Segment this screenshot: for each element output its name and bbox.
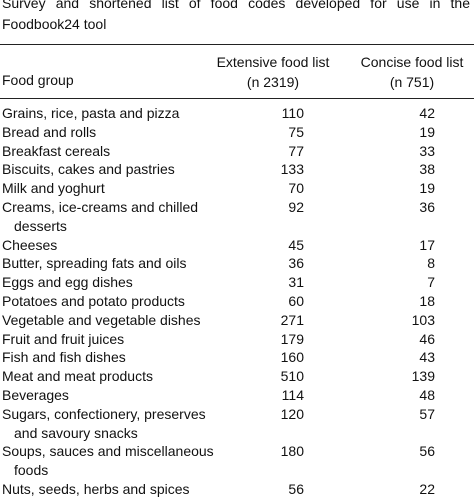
extensive-count: 36: [288, 255, 304, 272]
concise-count: 43: [419, 349, 435, 366]
header-concise: Concise food list (n 751): [354, 52, 470, 92]
table-row: Vegetable and vegetable dishes 271 103: [0, 311, 474, 330]
extensive-count: 45: [288, 236, 304, 253]
concise-count: 139: [411, 368, 435, 385]
concise-count: 18: [419, 292, 435, 309]
food-group: Grains, rice, pasta and pizza: [2, 105, 180, 121]
table-row: Sugars, confectionery, preserves and sav…: [0, 405, 474, 443]
concise-count: 22: [419, 480, 435, 497]
concise-count: 42: [419, 105, 435, 121]
table-row: Eggs and egg dishes 31 7: [0, 273, 474, 292]
extensive-count: 110: [281, 105, 304, 121]
extensive-count: 31: [288, 274, 304, 291]
concise-count: 103: [411, 311, 435, 328]
header-concise-n: (n 751): [389, 74, 435, 90]
extensive-count: 114: [281, 386, 304, 403]
concise-count: 48: [419, 386, 435, 403]
header-food-group: Food group: [2, 72, 74, 88]
extensive-count: 179: [280, 330, 304, 347]
extensive-count: 180: [280, 443, 304, 460]
extensive-count: 160: [280, 349, 304, 366]
extensive-count: 77: [288, 142, 304, 159]
extensive-count: 70: [288, 180, 304, 197]
extensive-count: 133: [280, 161, 304, 178]
header-concise-title: Concise food list: [360, 54, 464, 70]
food-group: Nuts, seeds, herbs and spices: [2, 480, 190, 497]
header-rule: [0, 98, 474, 99]
food-group: Fish and fish dishes: [2, 349, 126, 366]
food-group: Creams, ice-creams and chilled desserts: [2, 198, 199, 234]
concise-count: 46: [419, 330, 435, 347]
food-group: Beverages: [2, 386, 69, 403]
food-group: Milk and yoghurt: [2, 180, 105, 197]
food-group: Soups, sauces and miscellaneous foods: [2, 443, 214, 479]
food-group: Eggs and egg dishes: [2, 274, 133, 291]
food-group: Breakfast cereals: [2, 142, 111, 159]
food-group: Meat and meat products: [2, 368, 153, 385]
concise-count: 8: [427, 255, 435, 272]
table-row: Butter, spreading fats and oils 36 8: [0, 254, 474, 273]
table-body: Grains, rice, pasta and pizza 110 42 Bread …: [0, 104, 474, 499]
table-row: Milk and yoghurt 70 19: [0, 179, 474, 198]
extensive-count: 75: [288, 123, 304, 140]
extensive-count: 92: [288, 198, 304, 215]
extensive-count: 120: [280, 405, 304, 422]
extensive-count: 271: [280, 311, 304, 328]
table-row: Fruit and fruit juices 179 46: [0, 330, 474, 349]
table-row: Grains, rice, pasta and pizza 110 42: [0, 104, 474, 123]
table-row: Biscuits, cakes and pastries 133 38: [0, 160, 474, 179]
food-group: Vegetable and vegetable dishes: [2, 311, 201, 328]
food-group: Bread and rolls: [2, 123, 97, 140]
table-row: Cheeses 45 17: [0, 236, 474, 255]
table-row: Bread and rolls 75 19: [0, 123, 474, 142]
food-group: Butter, spreading fats and oils: [2, 255, 187, 272]
food-group: Biscuits, cakes and pastries: [2, 161, 175, 178]
concise-count: 19: [419, 123, 435, 140]
table-row: Creams, ice-creams and chilled desserts 9…: [0, 198, 474, 236]
table-row: Fish and fish dishes 160 43: [0, 348, 474, 367]
header-extensive: Extensive food list (n 2319): [212, 52, 334, 92]
concise-count: 33: [419, 142, 435, 159]
food-group: Fruit and fruit juices: [2, 330, 125, 347]
top-rule: [0, 44, 474, 45]
table-row: Beverages 114 48: [0, 386, 474, 405]
table-row: Soups, sauces and miscellaneous foods 180…: [0, 442, 474, 480]
concise-count: 56: [419, 443, 435, 460]
concise-count: 36: [419, 198, 435, 215]
table-row: Nuts, seeds, herbs and spices 56 22: [0, 480, 474, 499]
table-row: Meat and meat products 510 139: [0, 367, 474, 386]
header-extensive-n: (n 2319): [246, 74, 300, 90]
concise-count: 7: [427, 274, 435, 291]
concise-count: 17: [419, 236, 435, 253]
food-group: Potatoes and potato products: [2, 292, 185, 309]
header-extensive-title: Extensive food list: [216, 54, 330, 70]
table-caption: Survey and shortened list of food codes …: [2, 0, 470, 32]
concise-count: 57: [419, 405, 435, 422]
extensive-count: 56: [288, 480, 304, 497]
extensive-count: 60: [288, 292, 304, 309]
table-row: Potatoes and potato products 60 18: [0, 292, 474, 311]
concise-count: 38: [419, 161, 435, 178]
extensive-count: 510: [280, 368, 304, 385]
food-group: Sugars, confectionery, preserves and sav…: [2, 405, 206, 441]
table-row: Breakfast cereals 77 33: [0, 142, 474, 161]
concise-count: 19: [419, 180, 435, 197]
food-group: Cheeses: [2, 236, 58, 253]
